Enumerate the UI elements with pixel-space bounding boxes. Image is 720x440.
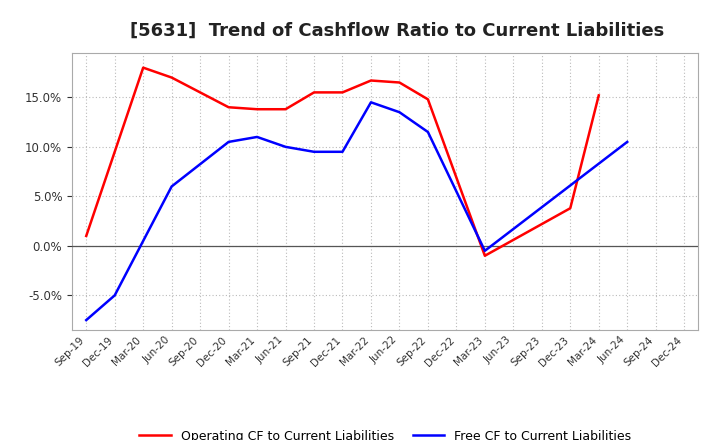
Operating CF to Current Liabilities xyxy=(338,90,347,95)
Free CF to Current Liabilities xyxy=(395,110,404,115)
Line: Free CF to Current Liabilities: Free CF to Current Liabilities xyxy=(86,102,627,320)
Free CF to Current Liabilities xyxy=(282,144,290,150)
Free CF to Current Liabilities xyxy=(110,293,119,298)
Free CF to Current Liabilities xyxy=(167,184,176,189)
Free CF to Current Liabilities xyxy=(423,129,432,135)
Free CF to Current Liabilities xyxy=(480,248,489,253)
Operating CF to Current Liabilities xyxy=(480,253,489,258)
Operating CF to Current Liabilities xyxy=(423,97,432,102)
Operating CF to Current Liabilities xyxy=(139,65,148,70)
Free CF to Current Liabilities xyxy=(623,139,631,144)
Operating CF to Current Liabilities xyxy=(196,90,204,95)
Operating CF to Current Liabilities xyxy=(282,106,290,112)
Text: [5631]  Trend of Cashflow Ratio to Current Liabilities: [5631] Trend of Cashflow Ratio to Curren… xyxy=(130,22,664,40)
Line: Operating CF to Current Liabilities: Operating CF to Current Liabilities xyxy=(86,68,599,256)
Free CF to Current Liabilities xyxy=(338,149,347,154)
Operating CF to Current Liabilities xyxy=(395,80,404,85)
Operating CF to Current Liabilities xyxy=(310,90,318,95)
Free CF to Current Liabilities xyxy=(310,149,318,154)
Operating CF to Current Liabilities xyxy=(167,75,176,80)
Operating CF to Current Liabilities xyxy=(366,78,375,83)
Operating CF to Current Liabilities xyxy=(595,93,603,98)
Legend: Operating CF to Current Liabilities, Free CF to Current Liabilities: Operating CF to Current Liabilities, Fre… xyxy=(135,425,636,440)
Free CF to Current Liabilities xyxy=(225,139,233,144)
Free CF to Current Liabilities xyxy=(253,134,261,139)
Operating CF to Current Liabilities xyxy=(82,233,91,238)
Operating CF to Current Liabilities xyxy=(566,205,575,211)
Free CF to Current Liabilities xyxy=(82,317,91,323)
Operating CF to Current Liabilities xyxy=(253,106,261,112)
Free CF to Current Liabilities xyxy=(366,99,375,105)
Operating CF to Current Liabilities xyxy=(225,105,233,110)
